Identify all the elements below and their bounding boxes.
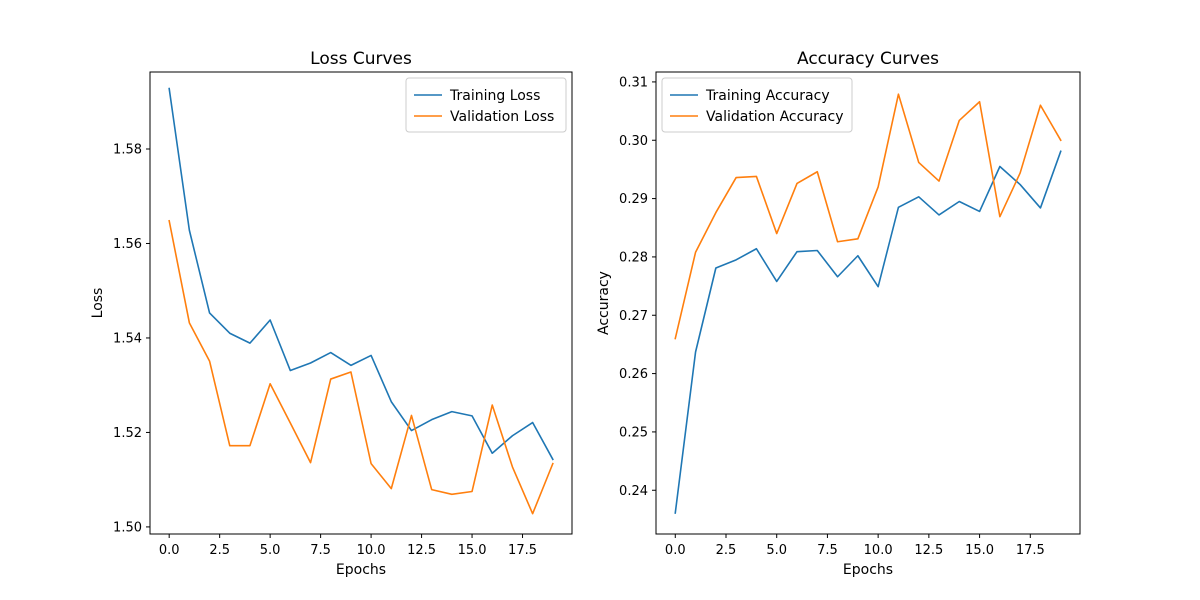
chart-2-xtick-label: 0.0 <box>665 543 686 558</box>
chart-1-xtick-label: 10.0 <box>357 543 386 558</box>
chart-2-ytick-label: 0.30 <box>619 134 648 149</box>
chart-1-ytick-label: 1.50 <box>113 520 142 535</box>
chart-1-series-1-line <box>168 87 554 461</box>
chart-2-title: Accuracy Curves <box>797 49 939 69</box>
chart-1-title: Loss Curves <box>310 49 412 69</box>
chart-1-ytick-label: 1.54 <box>113 331 142 346</box>
chart-1-xtick-label: 2.5 <box>209 543 230 558</box>
chart-2-xtick-label: 7.5 <box>817 543 838 558</box>
chart-2-legend: Training Accuracy Validation Accuracy <box>661 77 853 133</box>
chart-2-axes-frame <box>655 71 1081 535</box>
chart-1-xtick-label: 5.0 <box>260 543 281 558</box>
chart-2-ytick-label: 0.29 <box>619 192 648 207</box>
chart-1-series-2-line <box>168 219 554 515</box>
chart-2-xtick-label: 2.5 <box>716 543 737 558</box>
chart-2-legend-box <box>661 77 853 133</box>
chart-1-ylabel: Loss <box>90 288 106 319</box>
chart-2-xtick-label: 10.0 <box>864 543 893 558</box>
chart-2-ytick-label: 0.26 <box>619 367 648 382</box>
chart-2-ytick-label: 0.25 <box>619 425 648 440</box>
chart-1-xtick-label: 0.0 <box>159 543 180 558</box>
chart-1-axes-frame <box>149 71 573 535</box>
chart-1-ytick-label: 1.56 <box>113 237 142 252</box>
chart-1-legend-box <box>405 77 567 133</box>
chart-2-ytick-label: 0.27 <box>619 309 648 324</box>
chart-1-xtick-label: 12.5 <box>407 543 436 558</box>
chart-2-legend-label: Training Accuracy <box>705 88 830 104</box>
chart-1-legend: Training Loss Validation Loss <box>405 77 567 133</box>
chart-1-xtick-label: 17.5 <box>508 543 537 558</box>
chart-1-legend-label: Validation Loss <box>450 109 554 125</box>
chart-2-xtick-label: 12.5 <box>914 543 943 558</box>
chart-2-ylabel: Accuracy <box>596 271 612 335</box>
chart-2-ytick-label: 0.31 <box>619 75 648 90</box>
chart-2-series-1-line <box>674 150 1062 514</box>
chart-1-ytick-label: 1.52 <box>113 426 142 441</box>
chart-1-xtick-label: 15.0 <box>458 543 487 558</box>
chart-1: Loss Curves 0.0 2.5 5.0 7.5 10.0 12.5 15.0 17.5 1… <box>90 49 573 578</box>
chart-2-xtick-label: 5.0 <box>766 543 787 558</box>
chart-2-ytick-label: 0.24 <box>619 484 648 499</box>
chart-2-xtick-label: 15.0 <box>965 543 994 558</box>
chart-2-xtick-label: 17.5 <box>1016 543 1045 558</box>
chart-1-xtick-label: 7.5 <box>310 543 331 558</box>
chart-1-xlabel: Epochs <box>336 562 386 578</box>
chart-2-ytick-label: 0.28 <box>619 250 648 265</box>
chart-2-legend-label: Validation Accuracy <box>706 109 844 125</box>
chart-1-ytick-label: 1.58 <box>113 143 142 158</box>
chart-2-xlabel: Epochs <box>843 562 893 578</box>
chart-2-series-2-line <box>674 93 1062 340</box>
chart-2: Accuracy Curves 0.0 2.5 5.0 7.5 10.0 12.5 15.0 1… <box>596 49 1081 578</box>
chart-1-legend-label: Training Loss <box>449 88 540 104</box>
